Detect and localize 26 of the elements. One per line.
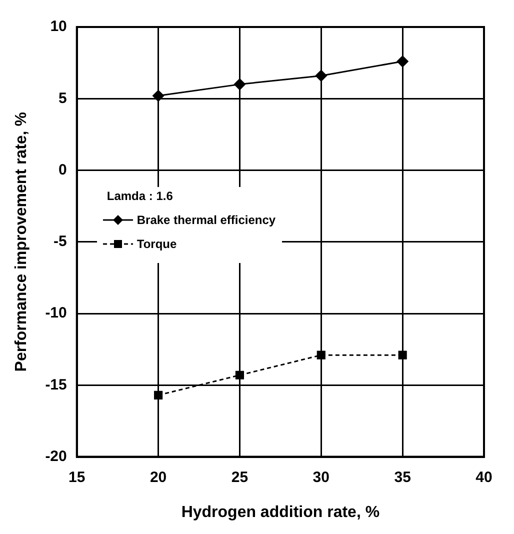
y-tick-label: -5	[54, 233, 67, 250]
legend-label: Brake thermal efficiency	[136, 213, 276, 228]
y-tick-label: 0	[58, 161, 67, 178]
point	[398, 350, 407, 360]
x-tick-label: 40	[476, 468, 492, 486]
y-tick-label: -10	[45, 304, 67, 322]
x-tick-label: 15	[68, 468, 86, 486]
point	[315, 70, 327, 82]
y-axis-title: Performance improvement rate, %	[13, 112, 30, 372]
legend-title: Lamda : 1.6	[106, 189, 174, 204]
y-tick-label: -15	[45, 376, 67, 394]
point	[234, 78, 246, 90]
point	[235, 370, 244, 380]
x-tick-label: 30	[312, 468, 330, 486]
y-tick-label: 5	[58, 90, 67, 107]
x-tick-label: 25	[231, 468, 248, 486]
y-tick-label: 10	[50, 18, 67, 36]
x-tick-label: 35	[394, 468, 411, 486]
point	[152, 90, 164, 102]
point	[316, 350, 326, 360]
y-tick-label: -20	[45, 448, 67, 465]
x-axis-title: Hydrogen addition rate, %	[181, 504, 380, 521]
point	[154, 390, 163, 400]
legend-label: Torque	[136, 237, 177, 252]
point	[396, 56, 408, 68]
x-tick-label: 20	[150, 468, 167, 486]
